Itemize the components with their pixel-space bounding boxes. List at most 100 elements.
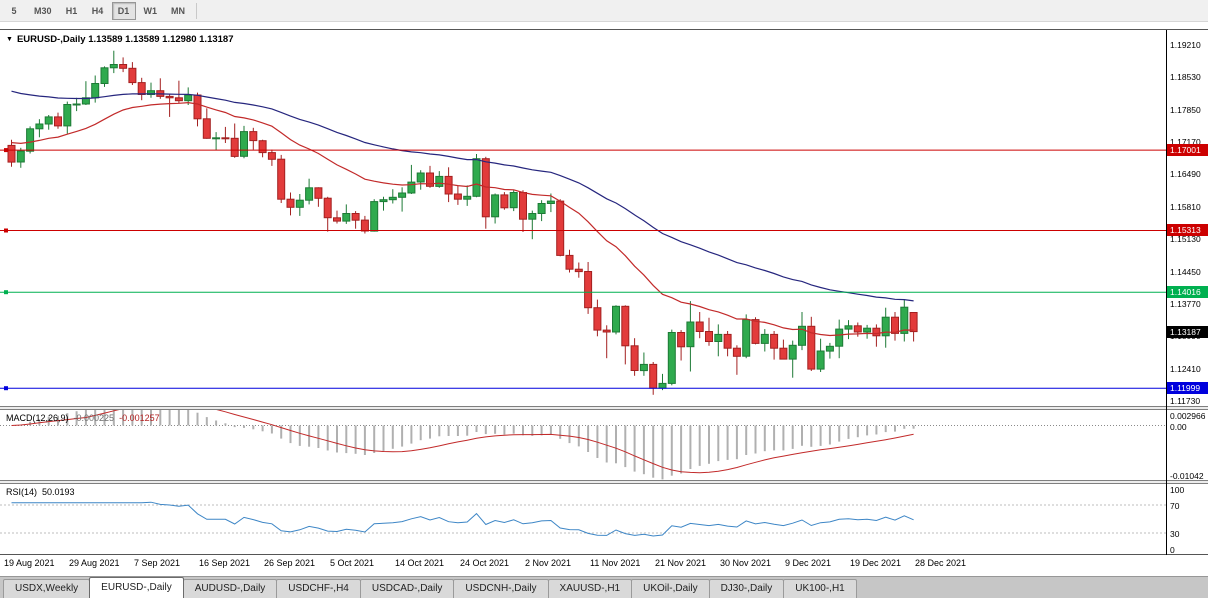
panel-splitter[interactable] [0, 406, 1208, 410]
ma-fast-line [11, 101, 914, 337]
candle-body [528, 213, 537, 220]
candle-body [16, 150, 25, 163]
horizontal-line-handle[interactable] [4, 228, 8, 233]
chart-tab-audusd-daily[interactable]: AUDUSD-,Daily [182, 579, 278, 598]
macd-value-main: -0.000225 [73, 413, 115, 423]
timeframe-button-m30[interactable]: M30 [28, 1, 58, 20]
candle-body [416, 172, 425, 183]
macd-plot[interactable] [0, 410, 1166, 480]
rsi-plot[interactable] [0, 484, 1166, 554]
chart-tab-eurusd-daily[interactable]: EURUSD-,Daily [89, 577, 184, 598]
horizontal-line-handle[interactable] [4, 290, 8, 295]
candle-body [100, 67, 109, 84]
time-axis-label: 5 Oct 2021 [330, 558, 375, 568]
candle-body [519, 192, 527, 220]
macd-title: MACD(12,26,9) -0.000225 -0.001257 [6, 413, 160, 423]
candle-body [426, 172, 434, 187]
candle-body [54, 116, 62, 127]
time-axis-label: 19 Aug 2021 [4, 558, 55, 568]
candle-body [881, 316, 890, 337]
timeframe-button-h4[interactable]: H4 [85, 1, 110, 20]
macd-value-signal: -0.001257 [119, 413, 160, 423]
time-axis-label: 2 Nov 2021 [525, 558, 572, 568]
chart-bottom-border [0, 554, 1208, 555]
candle-body [491, 194, 500, 218]
candle-body [305, 187, 314, 201]
horizontal-line-handle[interactable] [4, 148, 8, 153]
price-badge-1.15313: 1.15313 [1167, 224, 1208, 236]
rsi-name: RSI(14) [6, 487, 38, 497]
time-axis-label: 21 Nov 2021 [655, 558, 707, 568]
candle-body [695, 321, 704, 332]
time-axis-label: 14 Oct 2021 [395, 558, 445, 568]
timeframe-button-5[interactable]: 5 [2, 1, 26, 20]
candle-body [72, 103, 81, 106]
chart-tab-usdx-weekly[interactable]: USDX,Weekly [3, 579, 91, 598]
candle-body [286, 198, 295, 208]
candle-body [649, 363, 658, 389]
candle-body [574, 268, 583, 273]
candle-body [556, 200, 565, 256]
price-axis-label: 1.17170 [1170, 137, 1201, 147]
time-axis-label: 16 Sep 2021 [199, 558, 251, 568]
candle-body [81, 97, 90, 105]
timeframe-button-d1[interactable]: D1 [111, 1, 136, 20]
candle-body [240, 131, 248, 157]
chart-tab-usdcnh-daily[interactable]: USDCNH-,Daily [453, 579, 549, 598]
price-axis-label: 1.16490 [1170, 169, 1201, 179]
chart-tab-usdchf-h4[interactable]: USDCHF-,H4 [276, 579, 361, 598]
candle-body [184, 94, 193, 102]
time-axis-label: 30 Nov 2021 [720, 558, 772, 568]
timeframe-button-mn[interactable]: MN [165, 1, 192, 20]
candle-body [751, 319, 760, 344]
price-axis-label: 1.15810 [1170, 202, 1201, 212]
candle-body [760, 333, 769, 344]
chart-tab-ukoil-daily[interactable]: UKOil-,Daily [631, 579, 710, 598]
macd-panel[interactable]: MACD(12,26,9) -0.000225 -0.001257 [0, 410, 1166, 480]
candle-body [63, 104, 72, 127]
candle-body [202, 118, 211, 139]
price-badge-1.17001: 1.17001 [1167, 144, 1208, 156]
candle-body [109, 64, 118, 69]
candle-body [872, 327, 881, 337]
candle-body [137, 82, 146, 95]
time-axis-label: 24 Oct 2021 [460, 558, 510, 568]
chart-tab-uk100-h1[interactable]: UK100-,H1 [783, 579, 857, 598]
panel-splitter[interactable] [0, 480, 1208, 484]
candle-body [807, 325, 816, 370]
macd-axis-label: -0.01042 [1170, 471, 1204, 481]
candle-body [835, 328, 844, 347]
candle-body [863, 327, 872, 333]
symbol-dropdown-icon[interactable]: ▼ [6, 36, 13, 43]
candle-body [258, 140, 267, 154]
rsi-title: RSI(14) 50.0193 [6, 487, 75, 497]
rsi-axis-label: 30 [1170, 529, 1180, 539]
candle-body [174, 97, 183, 102]
price-axis-label: 1.14450 [1170, 267, 1201, 277]
candle-body [798, 325, 806, 346]
main-chart-panel[interactable]: ▼ EURUSD-,Daily 1.13589 1.13589 1.12980 1… [0, 30, 1166, 406]
candle-body [323, 197, 332, 219]
chart-tab-dj30-daily[interactable]: DJ30-,Daily [708, 579, 785, 598]
candle-body [44, 116, 53, 125]
candle-body [249, 131, 258, 142]
candle-body [825, 345, 834, 352]
candle-body [165, 95, 174, 99]
candle-body [333, 217, 341, 222]
chart-tab-xauusd-h1[interactable]: XAUUSD-,H1 [547, 579, 633, 598]
main-chart-plot[interactable] [0, 30, 1166, 406]
price-axis-label: 1.12410 [1170, 364, 1201, 374]
candle-body [407, 181, 416, 194]
chart-tab-usdcad-daily[interactable]: USDCAD-,Daily [359, 579, 455, 598]
timeframe-button-w1[interactable]: W1 [137, 1, 164, 20]
candle-body [267, 152, 276, 160]
time-axis[interactable]: 19 Aug 2021 29 Aug 2021 7 Sep 2021 16 Sep 2… [0, 555, 1166, 573]
candle-body [91, 83, 100, 99]
horizontal-line-handle[interactable] [4, 386, 8, 391]
candle-body [379, 199, 388, 203]
rsi-panel[interactable]: RSI(14) 50.0193 [0, 484, 1166, 554]
candle-body [342, 213, 351, 222]
time-axis-label: 19 Dec 2021 [850, 558, 902, 568]
price-axis[interactable]: 1.19210 1.18530 1.17850 1.17170 1.16490 1.158… [1167, 24, 1208, 574]
timeframe-button-h1[interactable]: H1 [59, 1, 84, 20]
